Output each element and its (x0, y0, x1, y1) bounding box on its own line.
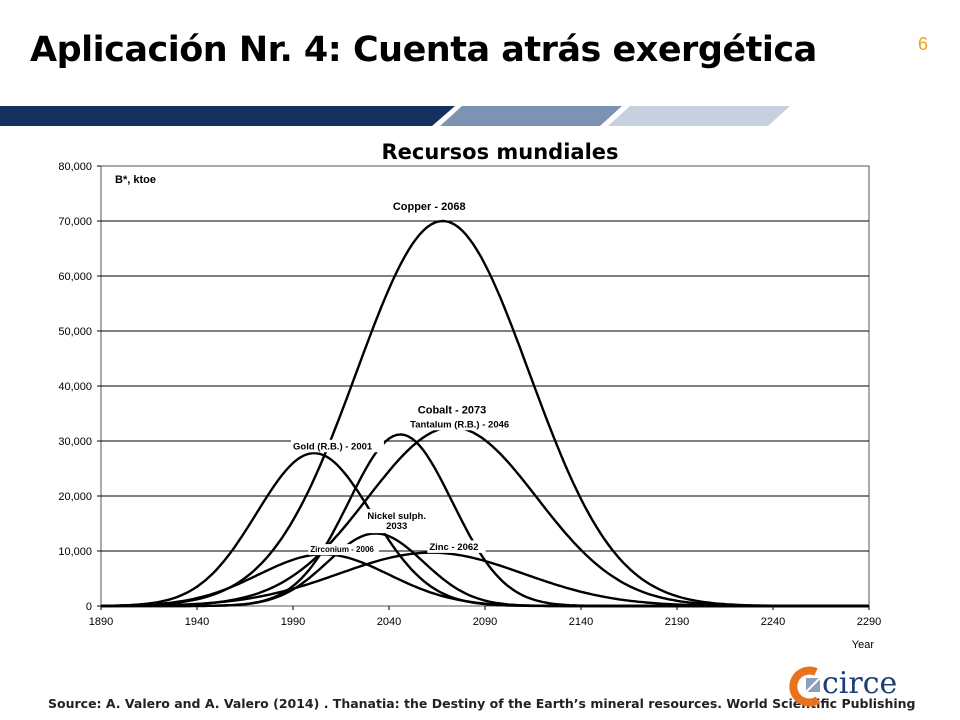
y-tick-label: 70,000 (58, 216, 92, 228)
y-axis-label: B*, ktoe (115, 174, 156, 186)
x-tick-label: 1890 (89, 616, 113, 628)
source-citation: Source: A. Valero and A. Valero (2014) .… (48, 696, 916, 711)
circe-logo-icon (789, 666, 821, 707)
y-tick-label: 40,000 (58, 381, 92, 393)
series-label-bg (291, 439, 384, 453)
series-label-bg (415, 402, 495, 417)
series-label: Tantalum (R.B.) - 2046 (410, 419, 509, 430)
x-tick-label: 1940 (185, 616, 209, 628)
y-tick-label: 60,000 (58, 271, 92, 283)
series-label-bg (308, 544, 379, 556)
y-tick-label: 10,000 (58, 546, 92, 558)
chart: 0 10,000 20,000 30,000 40,000 50,000 60,000 70,… (58, 161, 881, 651)
series-label-bg (366, 509, 427, 534)
slide-title: Aplicación Nr. 4: Cuenta atrás exergétic… (30, 30, 817, 70)
y-tick-label: 20,000 (58, 491, 92, 503)
x-tick-label: 1990 (281, 616, 305, 628)
band-mid (440, 106, 622, 126)
x-tick-label: 2040 (377, 616, 401, 628)
series-label: Copper - 2068 (393, 201, 466, 213)
y-tick-label: 80,000 (58, 161, 92, 173)
x-tick-label: 2190 (665, 616, 689, 628)
page-number: 6 (918, 34, 929, 54)
series-label-line2: 2033 (386, 521, 407, 532)
series-label: Zirconium - 2006 (310, 545, 374, 554)
x-tick-label: 2090 (473, 616, 497, 628)
series-label: Nickel sulph. (367, 511, 426, 522)
series-label: Gold (R.B.) - 2001 (293, 441, 373, 452)
y-tick-label: 50,000 (58, 326, 92, 338)
x-tick-label: 2290 (857, 616, 881, 628)
x-tick-label: 2240 (761, 616, 785, 628)
series-label-bg (390, 199, 470, 213)
series-label: Zinc - 2062 (429, 542, 478, 553)
header-band (0, 106, 790, 126)
series-line (101, 551, 869, 608)
band-light (608, 106, 790, 126)
series-label-bg (427, 540, 486, 553)
series-label: Cobalt - 2073 (418, 405, 486, 417)
x-tick-label: 2140 (569, 616, 593, 628)
y-tick-label: 30,000 (58, 436, 92, 448)
band-dark (0, 106, 455, 126)
series-label-bg (408, 417, 521, 431)
x-axis-label: Year (852, 639, 875, 651)
circe-logo-text: circe (822, 666, 898, 701)
chart-title: Recursos mundiales (381, 140, 619, 164)
circe-logo: circe (786, 664, 906, 714)
y-tick-label: 0 (86, 601, 92, 613)
